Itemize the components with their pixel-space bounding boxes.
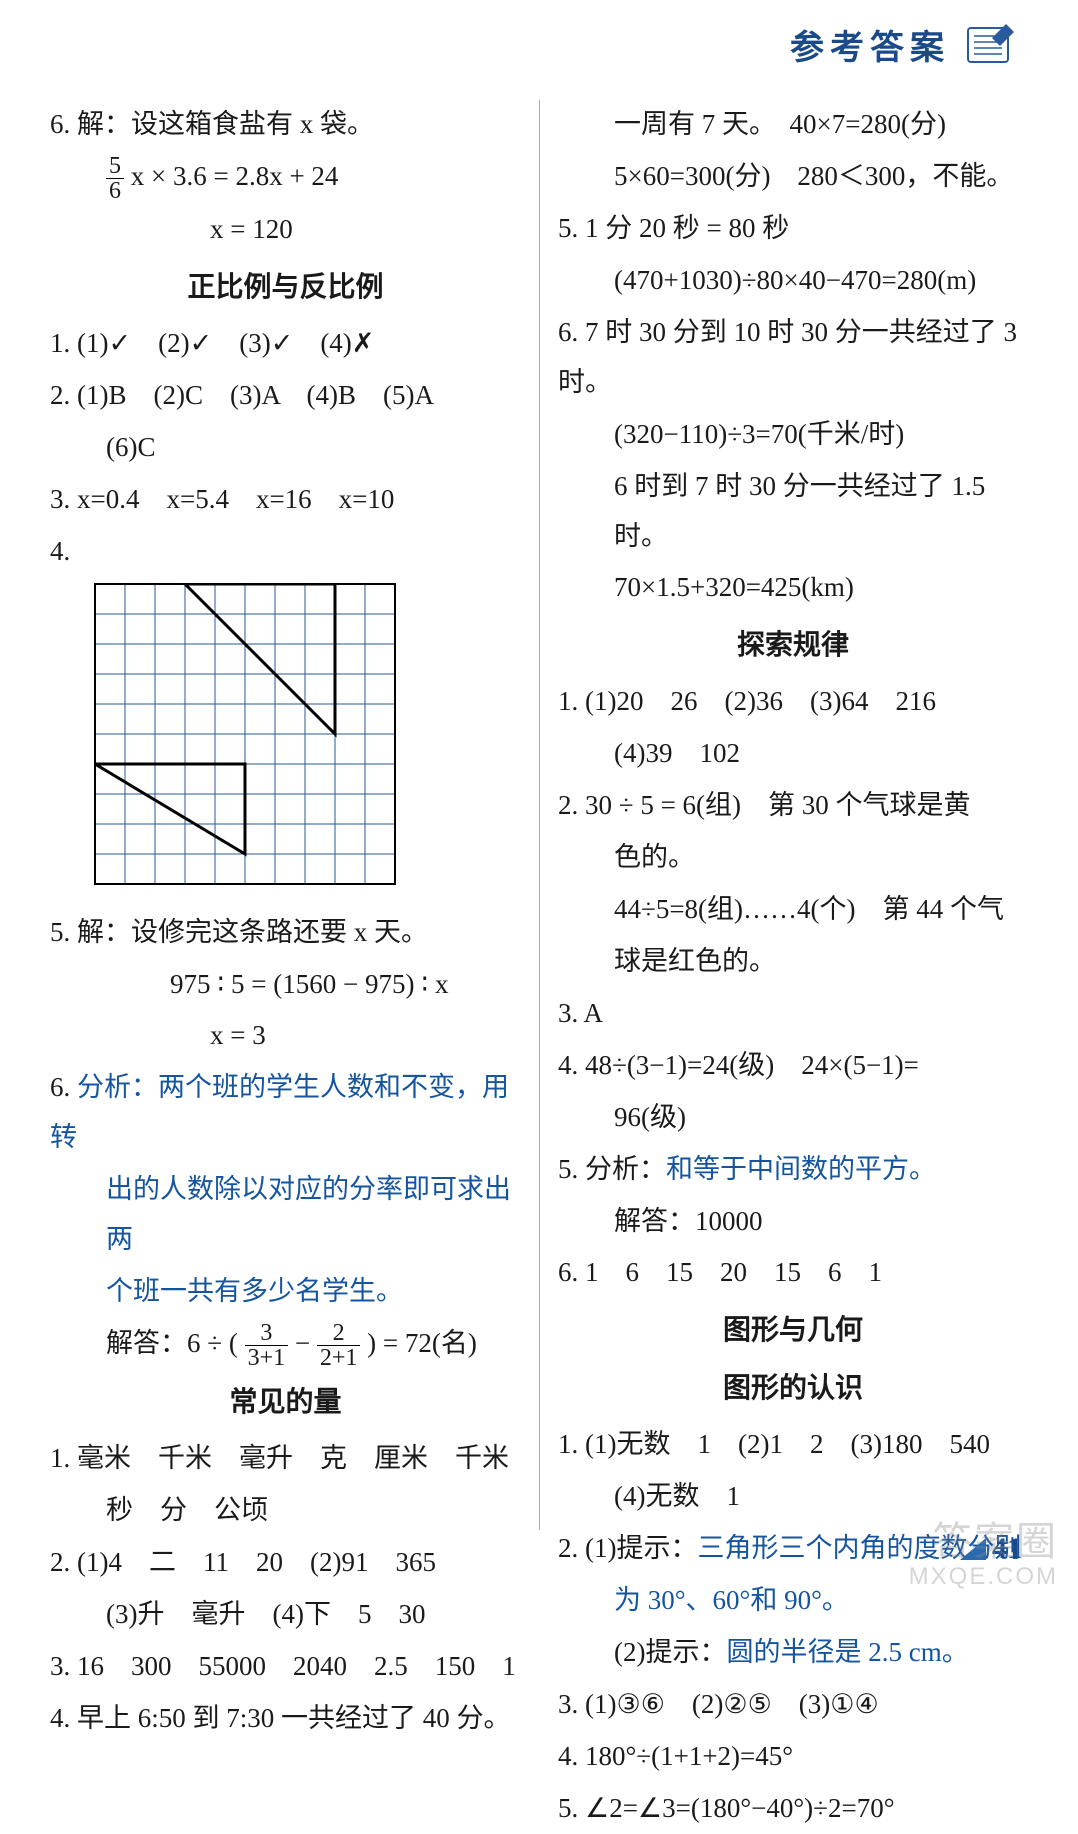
- answer-line: 4. 180°÷(1+1+2)=45°: [558, 1732, 1028, 1782]
- answer-line: (4)无数 1: [558, 1472, 1028, 1522]
- equation-result: x = 3: [50, 1011, 521, 1061]
- answer-line: 2. (1)4 二 11 20 (2)91 365: [50, 1538, 521, 1588]
- answer-line: (4)39 102: [558, 729, 1028, 779]
- answer-line: 1. (1)无数 1 (2)1 2 (3)180 540: [558, 1420, 1028, 1470]
- equation-line: 70×1.5+320=425(km): [558, 563, 1028, 613]
- solution-line: 解答：6 ÷ ( 3 3+1 − 2 2+1 ) = 72(名): [50, 1319, 521, 1370]
- answer-line: 1. 毫米 千米 毫升 克 厘米 千米: [50, 1434, 521, 1484]
- equation-result: x = 120: [50, 205, 521, 255]
- watermark: 答案圈 MXQE.COM: [909, 1520, 1058, 1590]
- answer-line: 4. 早上 6:50 到 7:30 一共经过了 40 分。: [50, 1694, 521, 1744]
- answer-line: 3. x=0.4 x=5.4 x=16 x=10: [50, 475, 521, 525]
- text-line: 6 时到 7 时 30 分一共经过了 1.5 时。: [558, 462, 1028, 562]
- fraction: 2 2+1: [317, 1321, 361, 1370]
- answer-line: 秒 分 公顷: [50, 1486, 521, 1536]
- answer-line: 44÷5=8(组)……4(个) 第 44 个气: [558, 885, 1028, 935]
- analysis-line: 6. 分析：两个班的学生人数和不变，用转: [50, 1063, 521, 1163]
- answer-line: 球是红色的。: [558, 937, 1028, 987]
- text-line: 5. 解：设修完这条路还要 x 天。: [50, 908, 521, 958]
- section-title: 图形与几何: [558, 1304, 1028, 1356]
- answer-line: 4. 48÷(3−1)=24(级) 24×(5−1)=: [558, 1041, 1028, 1091]
- answer-line: 2. 30 ÷ 5 = 6(组) 第 30 个气球是黄: [558, 781, 1028, 831]
- section-title: 正比例与反比例: [50, 261, 521, 313]
- analysis-line: 出的人数除以对应的分率即可求出两: [50, 1165, 521, 1265]
- answer-line: 4.: [50, 527, 521, 577]
- grid-figure: [94, 583, 521, 902]
- answer-line: 3. A: [558, 989, 1028, 1039]
- answer-line: 5. ∠2=∠3=(180°−40°)÷2=70°: [558, 1784, 1028, 1834]
- answer-line: 96(级): [558, 1093, 1028, 1143]
- equation-line: (470+1030)÷80×40−470=280(m): [558, 256, 1028, 306]
- equation-line: (320−110)÷3=70(千米/时): [558, 410, 1028, 460]
- right-column: 一周有 7 天。 40×7=280(分) 5×60=300(分) 280＜300…: [539, 100, 1028, 1530]
- text-line: 5×60=300(分) 280＜300，不能。: [558, 152, 1028, 202]
- analysis-line: 个班一共有多少名学生。: [50, 1267, 521, 1317]
- answer-line: 5. 1 分 20 秒 = 80 秒: [558, 204, 1028, 254]
- fraction: 5 6: [106, 154, 124, 203]
- solution-line: 解答：10000: [558, 1197, 1028, 1247]
- answer-line: 3. (1)③⑥ (2)②⑤ (3)①④: [558, 1680, 1028, 1730]
- answer-line: 2. (1)B (2)C (3)A (4)B (5)A: [50, 371, 521, 421]
- text-line: 一周有 7 天。 40×7=280(分): [558, 100, 1028, 150]
- answer-line: 3. 16 300 55000 2040 2.5 150 1: [50, 1642, 521, 1692]
- equation-line: 975 ∶ 5 = (1560 − 975) ∶ x: [50, 960, 521, 1010]
- notebook-icon: [962, 22, 1018, 68]
- header-title: 参考答案: [790, 20, 950, 69]
- answer-line: (3)升 毫升 (4)下 5 30: [50, 1590, 521, 1640]
- text-line: 6. 7 时 30 分到 10 时 30 分一共经过了 3 时。: [558, 308, 1028, 408]
- section-title: 常见的量: [50, 1376, 521, 1428]
- fraction: 3 3+1: [245, 1321, 289, 1370]
- analysis-line: 5. 分析：和等于中间数的平方。: [558, 1145, 1028, 1195]
- content-columns: 6. 解：设这箱食盐有 x 袋。 5 6 x × 3.6 = 2.8x + 24…: [50, 100, 1028, 1530]
- answer-line: 1. (1)20 26 (2)36 (3)64 216: [558, 677, 1028, 727]
- answer-line: (6)C: [50, 423, 521, 473]
- answer-line: 1. (1)✓ (2)✓ (3)✓ (4)✗: [50, 319, 521, 369]
- analysis-line: (2)提示：圆的半径是 2.5 cm。: [558, 1628, 1028, 1678]
- page-header: 参考答案: [790, 20, 1018, 69]
- answer-line: 6. 1 6 15 20 15 6 1: [558, 1248, 1028, 1298]
- text-line: 6. 解：设这箱食盐有 x 袋。: [50, 100, 521, 150]
- grid-svg: [94, 583, 396, 885]
- answer-line: 色的。: [558, 833, 1028, 883]
- left-column: 6. 解：设这箱食盐有 x 袋。 5 6 x × 3.6 = 2.8x + 24…: [50, 100, 539, 1530]
- equation-line: 5 6 x × 3.6 = 2.8x + 24: [50, 152, 521, 203]
- section-subtitle: 图形的认识: [558, 1362, 1028, 1414]
- section-title: 探索规律: [558, 619, 1028, 671]
